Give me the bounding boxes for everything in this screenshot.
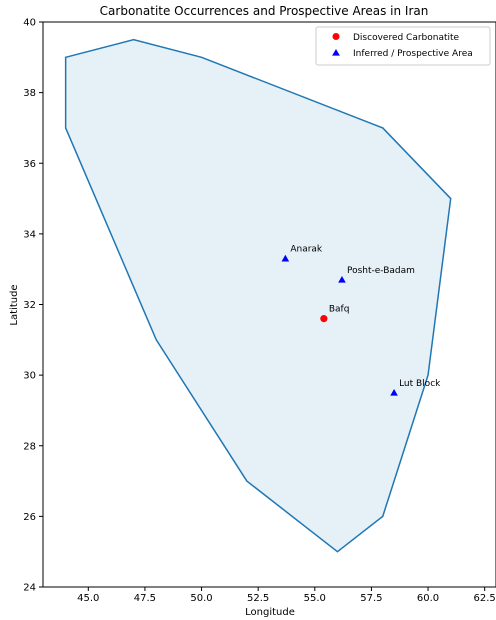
y-tick-label: 34: [23, 229, 36, 240]
y-tick-label: 38: [23, 88, 36, 99]
point-anarak: [281, 254, 290, 262]
x-axis-label: Longitude: [245, 607, 295, 618]
x-axis: 45.0 47.5 50.0 52.5 55.0 57.5 60.0 62.5: [77, 587, 496, 604]
x-tick-label: 52.5: [247, 593, 269, 604]
legend-marker-inferred: [332, 49, 340, 56]
chart-title: Carbonatite Occurrences and Prospective …: [100, 4, 429, 18]
x-tick-label: 45.0: [77, 593, 99, 604]
y-axis: 24 26 28 30 32 34 36 38 40: [23, 18, 43, 594]
point-label-anarak: Anarak: [290, 245, 323, 255]
x-tick-label: 50.0: [190, 593, 212, 604]
y-tick-label: 40: [23, 18, 36, 29]
y-axis-label: Latitude: [9, 284, 20, 325]
y-tick-label: 30: [23, 371, 36, 382]
x-tick-label: 60.0: [417, 593, 439, 604]
point-posht-e-badam: [338, 275, 346, 283]
legend-box: [315, 26, 491, 66]
legend-marker-discovered: [332, 33, 340, 40]
y-tick-label: 26: [23, 512, 36, 523]
y-tick-label: 32: [23, 300, 36, 311]
point-label-posht-e-badam: Posht-e-Badam: [347, 266, 415, 276]
legend: Discovered Carbonatite Inferred / Prospe…: [315, 26, 491, 66]
legend-label-inferred: Inferred / Prospective Area: [353, 49, 473, 59]
plot-area: Bafq Anarak Posht-e-Badam Lut Block: [64, 38, 452, 553]
x-tick-label: 47.5: [134, 593, 156, 604]
point-label-bafq: Bafq: [329, 305, 350, 315]
prospective-area-boundary: [64, 38, 452, 553]
x-tick-label: 55.0: [304, 593, 326, 604]
point-lut-block: [390, 388, 398, 396]
y-tick-label: 36: [23, 159, 36, 170]
legend-label-discovered: Discovered Carbonatite: [353, 33, 460, 43]
x-tick-label: 57.5: [360, 593, 382, 604]
x-tick-label: 62.5: [474, 593, 496, 604]
point-label-lut-block: Lut Block: [399, 379, 441, 389]
y-tick-label: 24: [23, 583, 36, 594]
y-tick-label: 28: [23, 441, 36, 452]
point-bafq: [320, 315, 328, 323]
